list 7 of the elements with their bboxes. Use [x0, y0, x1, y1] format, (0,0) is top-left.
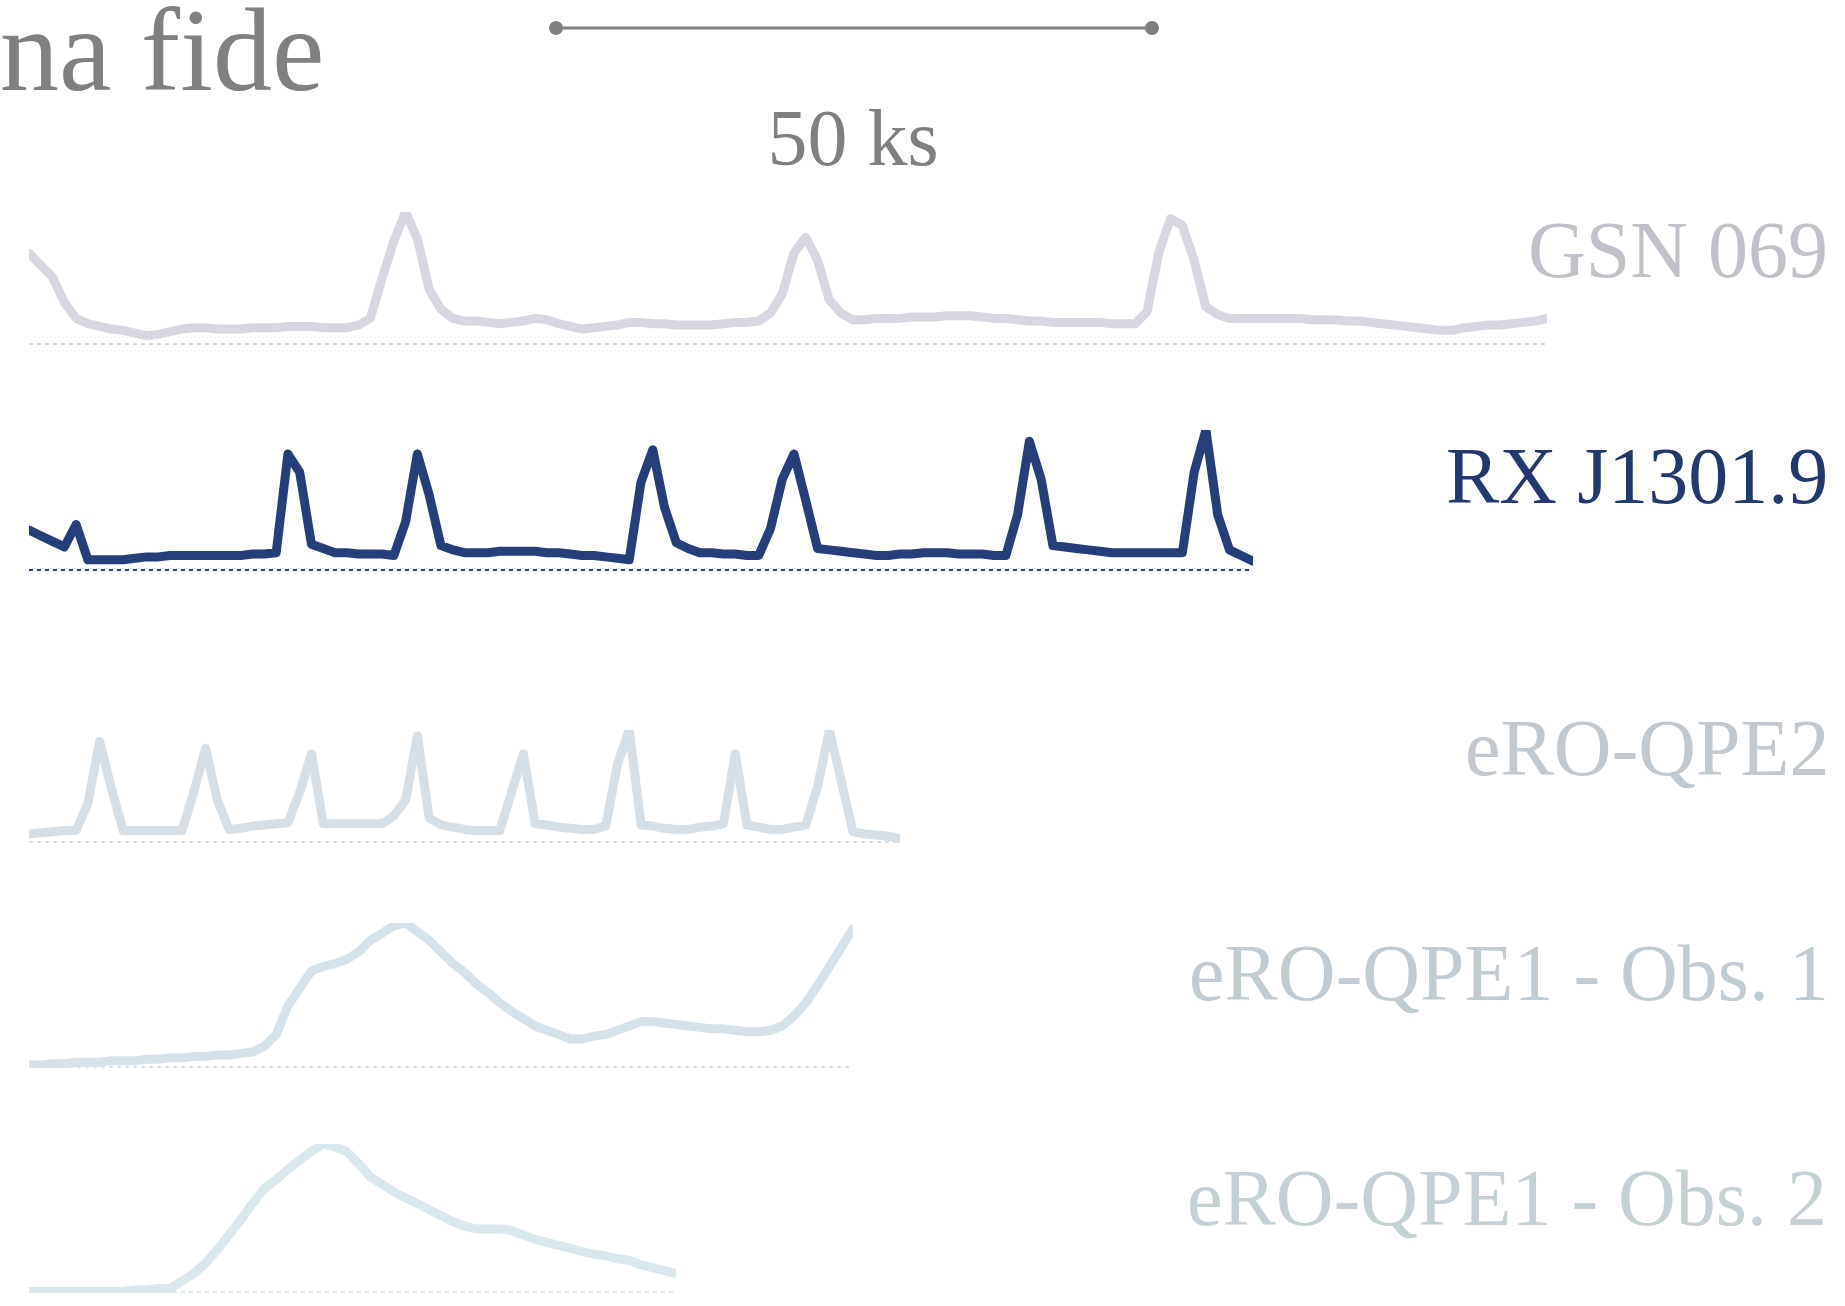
text: RX J1301.9 — [1446, 432, 1829, 520]
text: eRO-QPE1 - Obs. 1 — [1189, 929, 1829, 1017]
text: eRO-QPE1 - Obs. 2 — [1187, 1154, 1827, 1242]
text: 50 ks — [767, 94, 939, 182]
series-label: GSN 069 — [1528, 206, 1829, 294]
text: eRO-QPE2 — [1465, 704, 1830, 792]
chart-title: na fide — [0, 0, 325, 116]
